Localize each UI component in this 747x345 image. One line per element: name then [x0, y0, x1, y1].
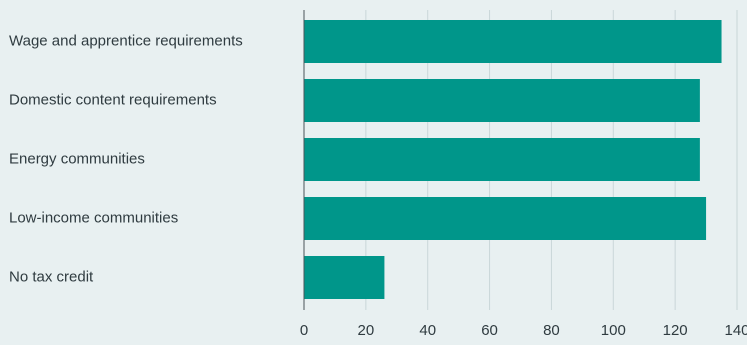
bars: [304, 20, 722, 299]
bar-energy-communities: [304, 138, 700, 181]
x-tick-label: 140: [724, 322, 747, 339]
x-tick-label: 20: [358, 322, 375, 339]
category-labels: Wage and apprentice requirements Domestic…: [9, 32, 243, 285]
x-tick-labels: 0 20 40 60 80 100 120 140: [300, 322, 747, 339]
x-tick-label: 0: [300, 322, 308, 339]
bar-no-tax-credit: [304, 256, 385, 299]
x-tick-label: 60: [481, 322, 498, 339]
category-label: Wage and apprentice requirements: [9, 32, 243, 49]
x-tick-label: 120: [663, 322, 688, 339]
category-label: Low-income communities: [9, 209, 178, 226]
category-label: Energy communities: [9, 150, 145, 167]
bar-low-income-communities: [304, 197, 707, 240]
x-tick-label: 80: [543, 322, 560, 339]
x-tick-label: 40: [419, 322, 436, 339]
bar-domestic-content-requirements: [304, 79, 700, 122]
category-label: Domestic content requirements: [9, 91, 217, 108]
bar-wage-and-apprentice-requirements: [304, 20, 722, 63]
x-tick-label: 100: [601, 322, 626, 339]
category-label: No tax credit: [9, 268, 94, 285]
